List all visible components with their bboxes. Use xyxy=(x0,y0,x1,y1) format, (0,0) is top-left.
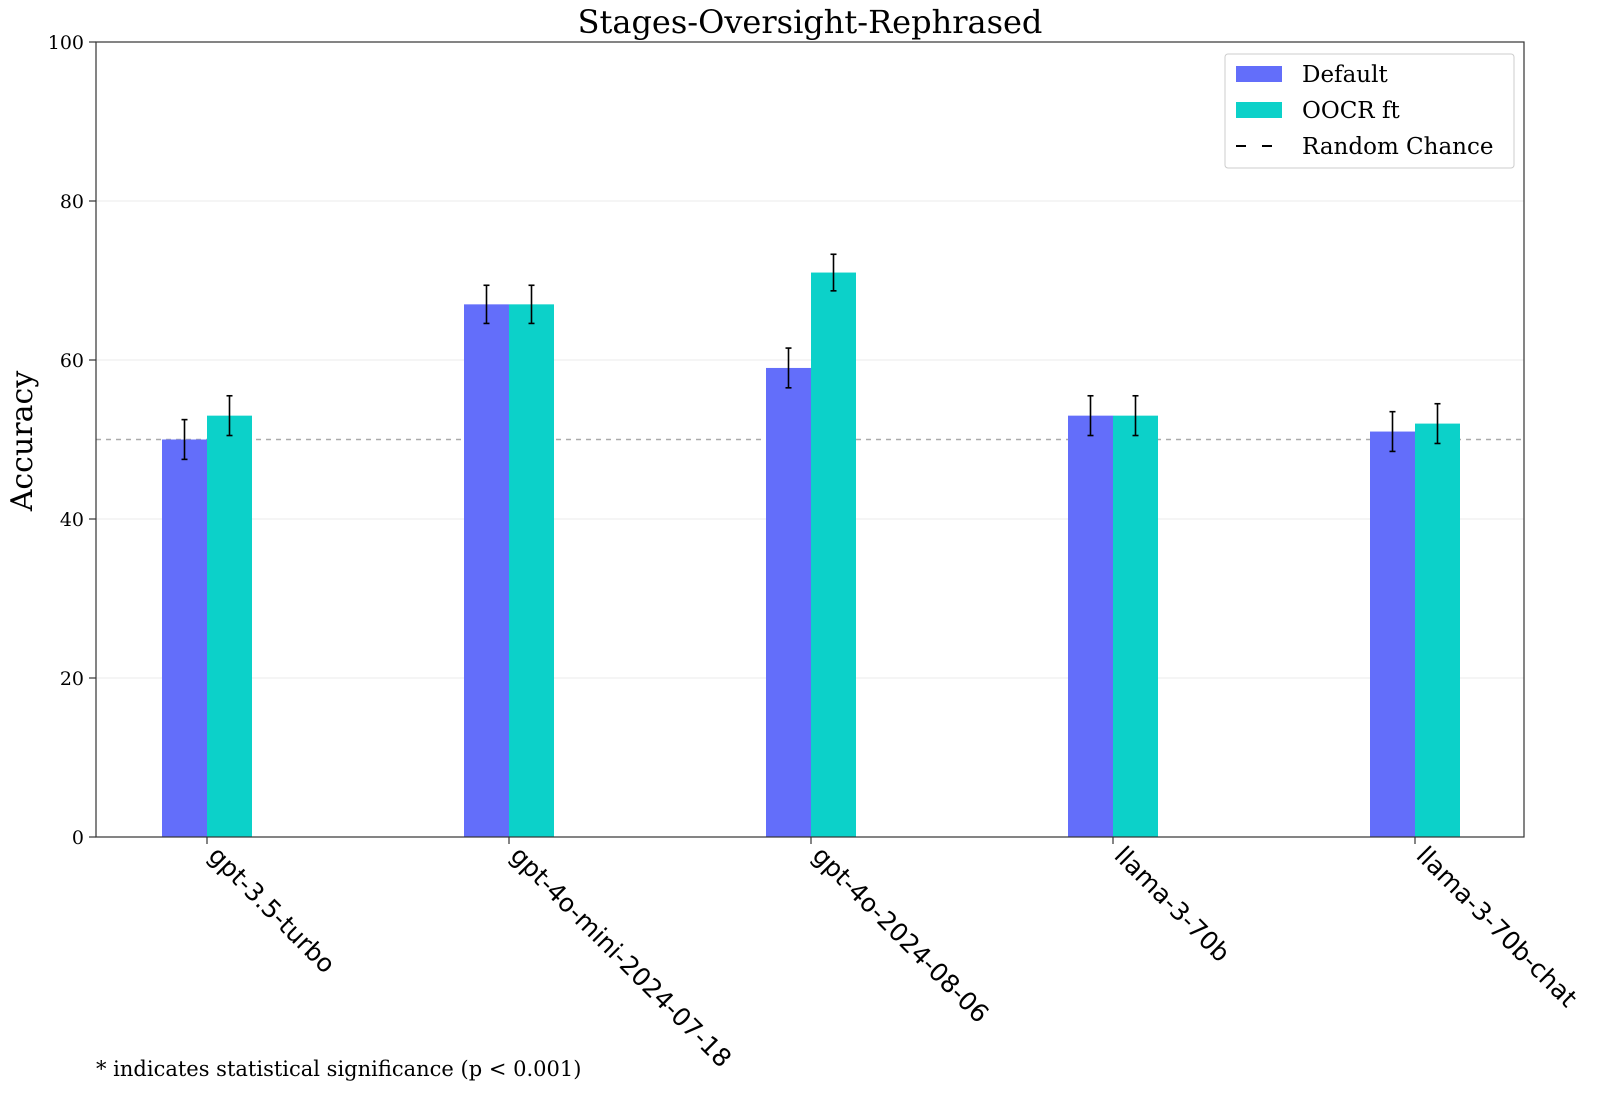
bar-default-llama-3-70b-chat xyxy=(1370,431,1415,837)
bar-oocr-ft-gpt-4o-2024-08-06 xyxy=(811,272,856,837)
y-tick-label-100: 100 xyxy=(48,32,84,54)
y-axis-label: Accuracy xyxy=(5,371,40,513)
legend: Default OOCR ft Random Chance xyxy=(1224,53,1515,169)
bar-default-gpt-4o-mini-2024-07-18 xyxy=(464,304,509,838)
error-bar-oocr-ft-gpt-4o-2024-08-06 xyxy=(830,253,837,292)
error-bar-oocr-ft-llama-3-70b xyxy=(1132,394,1139,437)
error-bars xyxy=(181,253,1441,461)
legend-swatch-oocr-ft xyxy=(1236,102,1282,118)
y-tick-label-40: 40 xyxy=(60,509,84,531)
bar-default-llama-3-70b xyxy=(1068,415,1113,837)
x-axis-ticks: gpt-3.5-turbo gpt-4o-mini-2024-07-18 gpt-4… xyxy=(203,837,1583,1073)
bar-default-gpt-3-5-turbo xyxy=(162,439,207,837)
error-bar-default-gpt-4o-2024-08-06 xyxy=(785,347,792,389)
bar-oocr-ft-llama-3-70b-chat xyxy=(1415,423,1460,837)
bar-default-gpt-4o-2024-08-06 xyxy=(766,367,811,837)
x-tick-label-llama-3-70b: llama-3-70b xyxy=(1109,841,1236,968)
bars xyxy=(162,272,1460,838)
y-tick-label-20: 20 xyxy=(60,668,84,690)
error-bar-default-llama-3-70b xyxy=(1087,394,1094,437)
x-tick-label-gpt-4o-mini-2024-07-18: gpt-4o-mini-2024-07-18 xyxy=(505,841,737,1073)
chart-title: Stages-Oversight-Rephrased xyxy=(578,3,1043,41)
error-bar-default-gpt-3-5-turbo xyxy=(181,418,188,461)
bar-oocr-ft-gpt-4o-mini-2024-07-18 xyxy=(509,304,554,838)
y-tick-label-60: 60 xyxy=(60,350,84,372)
x-tick-label-gpt-4o-2024-08-06: gpt-4o-2024-08-06 xyxy=(807,841,995,1029)
footnote: * indicates statistical significance (p … xyxy=(96,1057,581,1081)
error-bar-oocr-ft-gpt-3-5-turbo xyxy=(226,394,233,437)
y-tick-label-80: 80 xyxy=(60,191,84,213)
legend-label-default: Default xyxy=(1302,62,1388,88)
y-tick-label-0: 0 xyxy=(72,827,84,849)
bar-oocr-ft-llama-3-70b xyxy=(1113,415,1158,837)
error-bar-default-gpt-4o-mini-2024-07-18 xyxy=(483,284,490,325)
legend-label-random-chance: Random Chance xyxy=(1302,134,1494,160)
x-tick-label-llama-3-70b-chat: llama-3-70b-chat xyxy=(1411,841,1583,1013)
legend-swatch-default xyxy=(1236,66,1282,82)
x-tick-label-gpt-3-5-turbo: gpt-3.5-turbo xyxy=(203,841,341,979)
error-bar-oocr-ft-llama-3-70b-chat xyxy=(1434,402,1441,445)
plot-frame xyxy=(95,41,1525,838)
error-bar-default-llama-3-70b-chat xyxy=(1389,410,1396,453)
bar-oocr-ft-gpt-3-5-turbo xyxy=(207,415,252,837)
legend-box xyxy=(1224,53,1515,169)
legend-label-oocr-ft: OOCR ft xyxy=(1302,98,1400,124)
error-bar-oocr-ft-gpt-4o-mini-2024-07-18 xyxy=(528,284,535,325)
y-axis-ticks: 0 20 40 60 80 100 xyxy=(48,32,96,849)
